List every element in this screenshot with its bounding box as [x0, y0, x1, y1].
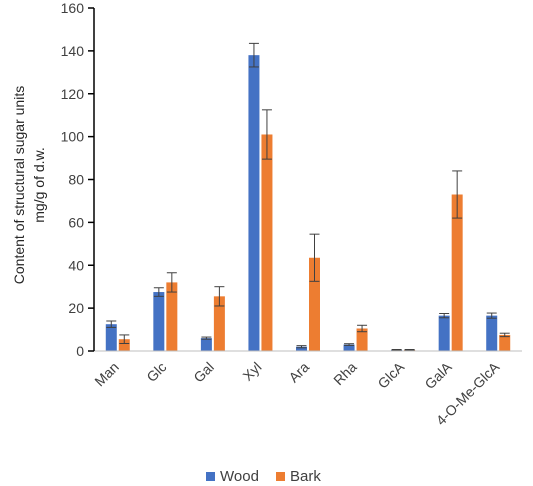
x-tick-label: Gal — [190, 359, 217, 386]
bar-bark-xyl — [261, 134, 273, 351]
y-axis-title: Content of structural sugar units mg/g o… — [11, 86, 47, 284]
x-tick-label: Ara — [285, 359, 312, 386]
y-axis-title-line2: mg/g of d.w. — [31, 147, 47, 222]
bar-bark-4-o-me-glca — [499, 334, 511, 351]
x-tick-label: Glc — [143, 359, 169, 385]
legend-swatch-wood — [206, 472, 215, 481]
legend-swatch-bark — [276, 472, 285, 481]
error-bars — [106, 42, 510, 351]
bar-bark-gal — [213, 296, 225, 351]
bar-wood-gala — [438, 315, 450, 351]
y-tick-label: 160 — [61, 0, 85, 16]
legend-label-bark: Bark — [290, 468, 321, 485]
bar-wood-glc — [153, 292, 165, 351]
bar-wood-xyl — [248, 55, 260, 351]
bar-wood-4-o-me-glca — [486, 315, 498, 351]
legend-label-wood: Wood — [220, 468, 259, 485]
y-tick-label: 20 — [68, 300, 84, 316]
y-tick-label: 100 — [61, 129, 85, 145]
y-tick-label: 140 — [61, 43, 85, 59]
y-axis: 0 20 40 60 80 100 120 140 160 — [61, 0, 94, 359]
bar-wood-rha — [343, 344, 355, 351]
x-tick-label: GalA — [421, 358, 455, 392]
bar-bark-gala — [451, 194, 463, 351]
x-tick-label: Rha — [330, 359, 360, 389]
bar-wood-ara — [296, 346, 307, 351]
legend: Wood Bark — [206, 468, 321, 485]
x-tick-label: Man — [91, 359, 122, 390]
y-tick-label: 0 — [76, 343, 84, 359]
y-tick-label: 60 — [68, 214, 84, 230]
x-tick-label: Xyl — [239, 359, 264, 384]
y-axis-title-line1: Content of structural sugar units — [11, 86, 27, 284]
bar-bark-rha — [356, 328, 368, 351]
y-tick-label: 80 — [68, 172, 84, 188]
bar-wood-gal — [200, 338, 212, 351]
y-tick-label: 40 — [68, 257, 84, 273]
bar-bark-glc — [166, 282, 178, 351]
bar-bark-ara — [309, 257, 320, 351]
bar-bark-man — [118, 339, 130, 351]
bar-wood-man — [105, 324, 117, 351]
y-tick-label: 120 — [61, 86, 85, 102]
bars — [105, 55, 511, 351]
x-tick-label: GlcA — [374, 358, 407, 391]
